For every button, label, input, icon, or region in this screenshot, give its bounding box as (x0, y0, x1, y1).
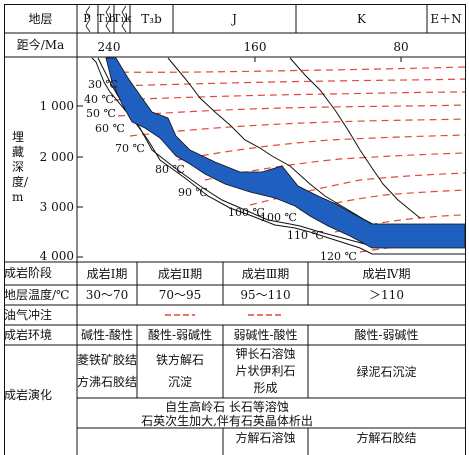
evo-b3: 方解石溶蚀 (235, 431, 296, 445)
period-J: J (232, 12, 237, 26)
age-tick-label: 240 (97, 40, 121, 54)
period-EN: E＋N (430, 12, 462, 26)
isotherm-40 (111, 78, 466, 87)
age-tick-label: 160 (243, 40, 267, 54)
evo-s3-line3: 形成 (253, 381, 278, 395)
temp-cell: ＞110 (369, 288, 404, 302)
age-label: 距今/Ma (16, 38, 65, 52)
evo-b4: 方解石胶结 (356, 431, 417, 445)
unconformity-mark (105, 5, 111, 33)
burial-curve (97, 57, 465, 255)
period-T3b: T₃b (141, 12, 162, 26)
isotherm-label: 110 ℃ (287, 229, 324, 242)
stage-cell: 成岩Ⅰ期 (86, 266, 128, 281)
env-cell: 酸性-弱碱性 (354, 328, 419, 342)
oil-row-label: 油气冲注 (4, 308, 53, 322)
burial-curve (289, 57, 421, 219)
isotherm-label: 100 ℃ (260, 211, 297, 224)
isotherm-60 (117, 104, 466, 117)
temp-cell: 30～70 (85, 288, 129, 302)
depth-tick-label: 3 000 (39, 200, 74, 214)
env-cell: 弱碱性-酸性 (233, 328, 298, 342)
strata-label: 地层 (28, 12, 53, 26)
outer-frame (4, 4, 466, 455)
depth-tick-label: 1 000 (39, 99, 74, 113)
burial-curve (167, 57, 381, 229)
isotherm-90 (204, 152, 466, 181)
isotherm-70 (129, 118, 466, 137)
temp-cell: 70～95 (158, 288, 202, 302)
period-T1k: T₁k (113, 12, 132, 25)
env-cell: 碱性-酸性 (80, 328, 134, 342)
evo-s1-line2: 方沸石胶结 (77, 375, 138, 389)
isotherm-label: 60 ℃ (95, 122, 125, 135)
table-grid (4, 262, 466, 455)
env-cell: 酸性-弱碱性 (147, 328, 213, 342)
evo-s2-line1: 铁方解石 (155, 353, 204, 367)
stage-row-label: 成岩阶段 (4, 266, 53, 280)
evo-s4: 绿泥石沉淀 (356, 364, 417, 379)
isotherm-label: 70 ℃ (115, 142, 145, 155)
burial-curves (91, 57, 465, 255)
evo-s1-line1: 菱铁矿胶结 (77, 353, 138, 367)
stage-cell: 成岩Ⅳ期 (362, 266, 411, 281)
period-P: P (83, 12, 91, 25)
evo-row-label: 成岩演化 (4, 388, 53, 402)
evo-wide-line1: 自生高岭石 长石等溶蚀 (165, 400, 289, 414)
temp-row-label: 地层温度/℃ (4, 288, 70, 302)
age-tick-label: 80 (393, 40, 409, 54)
unconformity-mark (121, 5, 127, 33)
unconformity-mark (85, 5, 91, 33)
period-K: K (357, 12, 366, 26)
isotherm-label: 50 ℃ (86, 107, 116, 120)
isotherm-label: 30 ℃ (88, 78, 118, 91)
isotherm-label: 100 ℃ (228, 206, 265, 219)
period-T1b: T₁b (97, 12, 116, 25)
isotherm-label: 40 ℃ (84, 93, 114, 106)
env-row-label: 成岩环境 (4, 328, 53, 342)
burial-curve (91, 57, 465, 247)
isotherm-80 (177, 134, 466, 161)
evo-s3-line1: 钾长石溶蚀 (235, 347, 296, 361)
depth-tick-label: 4 000 (39, 249, 74, 263)
y-axis-label: 埋藏深度/m (12, 130, 29, 204)
isotherm-30 (109, 66, 466, 73)
isotherm-label: 120 ℃ (320, 250, 357, 263)
stage-cell: 成岩Ⅲ期 (241, 266, 290, 281)
depth-tick-label: 2 000 (39, 150, 74, 164)
temp-cell: 95～110 (240, 288, 291, 302)
evo-s3-line2: 片状伊利石 (235, 364, 296, 378)
isotherm-50 (113, 91, 466, 101)
isotherm-label: 90 ℃ (178, 186, 208, 199)
isotherm-label: 80 ℃ (155, 163, 185, 176)
evo-wide-line2: 石英次生加大,伴有石英晶体析出 (141, 414, 313, 428)
reservoir-layer (105, 57, 466, 249)
stage-cell: 成岩Ⅱ期 (157, 266, 203, 281)
evo-s2-line2: 沉淀 (167, 375, 192, 389)
